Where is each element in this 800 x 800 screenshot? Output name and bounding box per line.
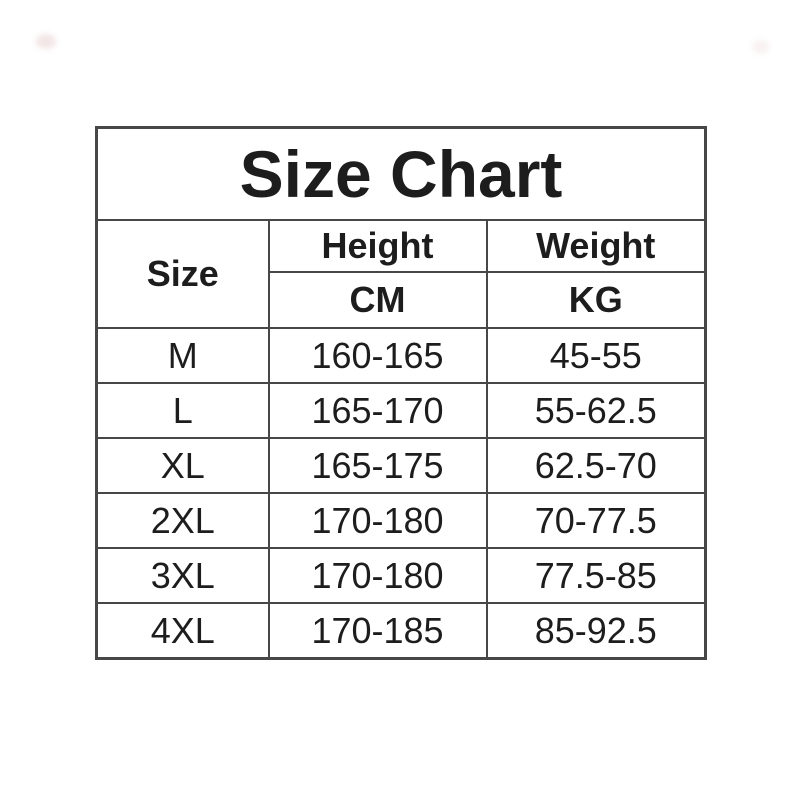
column-header-weight: Weight (485, 219, 707, 273)
chart-title: Size Chart (95, 126, 707, 221)
weight-value: 70-77.5 (485, 492, 707, 549)
height-value: 165-175 (267, 437, 488, 494)
faint-corner-artifact-right (752, 40, 770, 54)
size-value: M (95, 327, 270, 384)
table-row-4xl: 4XL 170-185 85-92.5 (95, 602, 707, 660)
weight-value: 62.5-70 (485, 437, 707, 494)
column-header-height: Height (267, 219, 488, 273)
size-value: XL (95, 437, 270, 494)
table-row-xl: XL 165-175 62.5-70 (95, 437, 707, 494)
size-value: 3XL (95, 547, 270, 604)
size-chart-table: Size Chart Size Height Weight CM KG M 16… (95, 126, 708, 660)
table-row-m: M 160-165 45-55 (95, 327, 707, 384)
faint-corner-artifact-left (36, 34, 56, 49)
unit-header-kg: KG (485, 271, 707, 329)
table-row-2xl: 2XL 170-180 70-77.5 (95, 492, 707, 549)
weight-value: 77.5-85 (485, 547, 707, 604)
table-row-3xl: 3XL 170-180 77.5-85 (95, 547, 707, 604)
height-value: 170-185 (267, 602, 488, 660)
size-value: 4XL (95, 602, 270, 660)
table-row-l: L 165-170 55-62.5 (95, 382, 707, 439)
weight-value: 85-92.5 (485, 602, 707, 660)
header-row-units: CM KG (97, 271, 707, 329)
header-row-columns: Size Height Weight (95, 219, 707, 329)
height-value: 170-180 (267, 547, 488, 604)
height-value: 160-165 (267, 327, 488, 384)
unit-header-cm: CM (267, 271, 488, 329)
size-value: L (95, 382, 270, 439)
weight-value: 45-55 (485, 327, 707, 384)
height-value: 165-170 (267, 382, 488, 439)
column-header-size: Size (95, 219, 270, 329)
weight-value: 55-62.5 (485, 382, 707, 439)
height-value: 170-180 (267, 492, 488, 549)
size-value: 2XL (95, 492, 270, 549)
title-row: Size Chart (95, 126, 707, 221)
